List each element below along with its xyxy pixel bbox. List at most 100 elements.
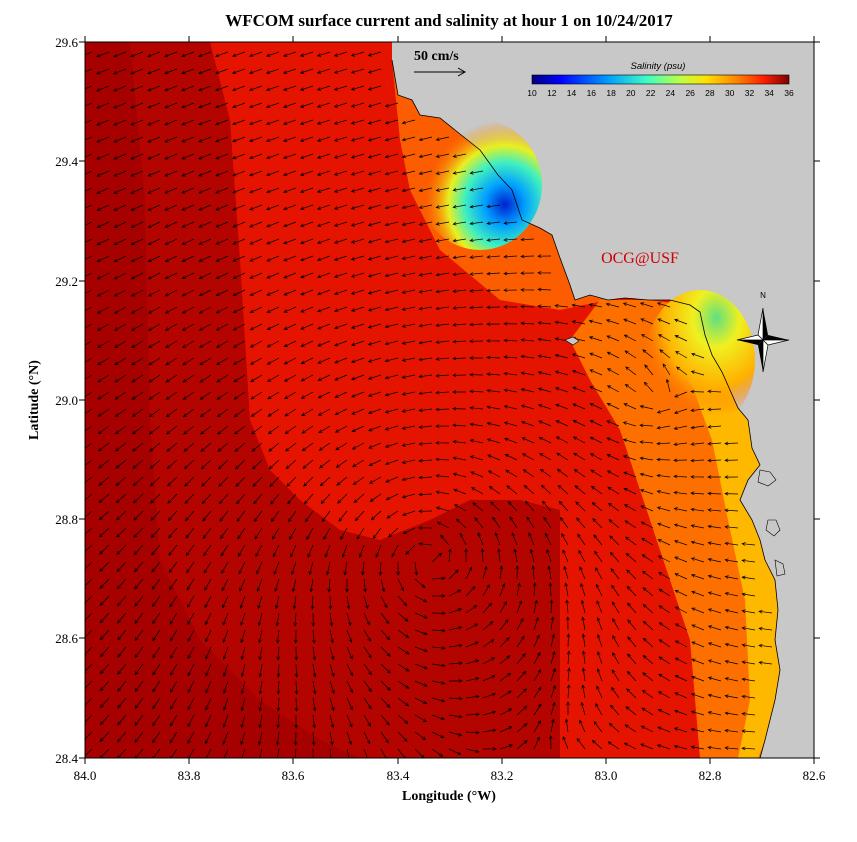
current-vector-arrow bbox=[166, 425, 178, 435]
current-vector-arrow bbox=[183, 442, 195, 452]
current-vector-arrow bbox=[203, 544, 212, 557]
current-vector-arrow bbox=[418, 204, 433, 209]
current-vector-arrow bbox=[418, 525, 433, 530]
current-vector-arrow bbox=[435, 340, 450, 344]
current-vector-arrow bbox=[397, 714, 409, 725]
current-vector-arrow bbox=[317, 391, 331, 399]
current-vector-arrow bbox=[334, 323, 348, 330]
current-vector-arrow bbox=[276, 714, 280, 729]
current-vector-arrow bbox=[234, 425, 246, 435]
current-vector-arrow bbox=[548, 735, 553, 750]
current-vector-arrow bbox=[561, 533, 569, 546]
current-vector-arrow bbox=[606, 454, 620, 461]
current-vector-arrow bbox=[540, 484, 552, 495]
current-vector-arrow bbox=[149, 442, 161, 452]
current-vector-arrow bbox=[350, 204, 365, 210]
current-vector-arrow bbox=[164, 272, 178, 280]
current-vector-arrow bbox=[215, 136, 229, 143]
current-vector-arrow bbox=[232, 187, 246, 194]
current-vector-arrow bbox=[435, 136, 450, 142]
current-vector-arrow bbox=[333, 51, 348, 57]
current-vector-arrow bbox=[724, 441, 739, 446]
current-vector-arrow bbox=[233, 374, 246, 383]
current-vector-arrow bbox=[626, 569, 637, 580]
current-vector-arrow bbox=[533, 703, 542, 716]
current-vector-arrow bbox=[220, 544, 229, 557]
current-vector-arrow bbox=[367, 68, 382, 74]
current-vector-arrow bbox=[465, 677, 480, 682]
current-vector-arrow bbox=[665, 378, 671, 393]
current-vector-arrow bbox=[285, 459, 297, 470]
current-vector-arrow bbox=[507, 500, 518, 512]
current-vector-arrow bbox=[329, 714, 335, 729]
current-vector-arrow bbox=[265, 51, 280, 57]
current-vector-arrow bbox=[169, 629, 178, 642]
x-tick-label: 82.8 bbox=[699, 768, 722, 783]
current-vector-arrow bbox=[606, 403, 620, 410]
current-vector-arrow bbox=[215, 51, 229, 58]
current-vector-arrow bbox=[184, 510, 195, 522]
current-vector-arrow bbox=[435, 357, 450, 361]
current-vector-arrow bbox=[579, 566, 586, 580]
current-vector-arrow bbox=[149, 476, 161, 487]
current-vector-arrow bbox=[134, 663, 144, 676]
current-vector-arrow bbox=[96, 68, 110, 75]
current-vector-arrow bbox=[674, 709, 688, 716]
current-vector-arrow bbox=[147, 238, 161, 245]
current-vector-arrow bbox=[265, 136, 280, 143]
current-vector-arrow bbox=[566, 633, 571, 648]
current-vector-arrow bbox=[147, 68, 161, 75]
current-vector-arrow bbox=[301, 442, 314, 452]
current-vector-arrow bbox=[452, 456, 467, 461]
current-vector-arrow bbox=[131, 374, 144, 383]
current-vector-arrow bbox=[435, 204, 450, 209]
current-vector-arrow bbox=[707, 745, 722, 750]
current-vector-arrow bbox=[316, 255, 331, 262]
current-vector-arrow bbox=[316, 170, 331, 176]
current-vector-arrow bbox=[186, 578, 195, 591]
current-vector-arrow bbox=[520, 354, 535, 359]
current-vector-arrow bbox=[533, 651, 541, 665]
current-vector-arrow bbox=[452, 221, 467, 226]
current-vector-arrow bbox=[741, 677, 756, 682]
current-vector-arrow bbox=[643, 381, 654, 393]
current-vector-arrow bbox=[337, 493, 348, 504]
current-vector-arrow bbox=[575, 501, 586, 512]
current-vector-arrow bbox=[469, 187, 484, 192]
current-vector-arrow bbox=[234, 442, 246, 452]
current-vector-arrow bbox=[384, 408, 399, 414]
current-vector-arrow bbox=[590, 469, 603, 478]
current-vector-arrow bbox=[319, 476, 331, 487]
current-vector-arrow bbox=[258, 697, 263, 712]
current-vector-arrow bbox=[605, 302, 620, 308]
current-vector-arrow bbox=[533, 686, 542, 699]
current-vector-arrow bbox=[673, 442, 688, 447]
current-vector-arrow bbox=[384, 136, 399, 142]
current-vector-arrow bbox=[656, 490, 671, 495]
current-vector-arrow bbox=[269, 476, 280, 487]
current-vector-arrow bbox=[217, 442, 229, 452]
current-vector-arrow bbox=[576, 737, 586, 750]
current-vector-arrow bbox=[499, 672, 512, 682]
current-vector-arrow bbox=[516, 582, 521, 597]
current-vector-arrow bbox=[367, 136, 382, 142]
current-vector-arrow bbox=[707, 424, 722, 429]
current-vector-arrow bbox=[581, 684, 586, 699]
current-vector-arrow bbox=[597, 650, 603, 665]
current-vector-arrow bbox=[520, 271, 535, 276]
current-vector-arrow bbox=[131, 340, 144, 349]
current-vector-arrow bbox=[187, 714, 195, 728]
current-vector-arrow bbox=[273, 561, 280, 575]
current-vector-arrow bbox=[533, 736, 540, 750]
current-vector-arrow bbox=[151, 578, 161, 590]
current-vector-arrow bbox=[114, 391, 127, 400]
current-vector-arrow bbox=[367, 272, 382, 278]
current-vector-arrow bbox=[350, 357, 365, 364]
current-vector-arrow bbox=[537, 404, 552, 410]
current-vector-arrow bbox=[431, 552, 443, 563]
current-vector-arrow bbox=[85, 595, 93, 605]
current-vector-arrow bbox=[642, 620, 654, 631]
current-vector-arrow bbox=[520, 254, 535, 259]
current-vector-arrow bbox=[133, 510, 144, 521]
current-vector-arrow bbox=[550, 684, 556, 699]
